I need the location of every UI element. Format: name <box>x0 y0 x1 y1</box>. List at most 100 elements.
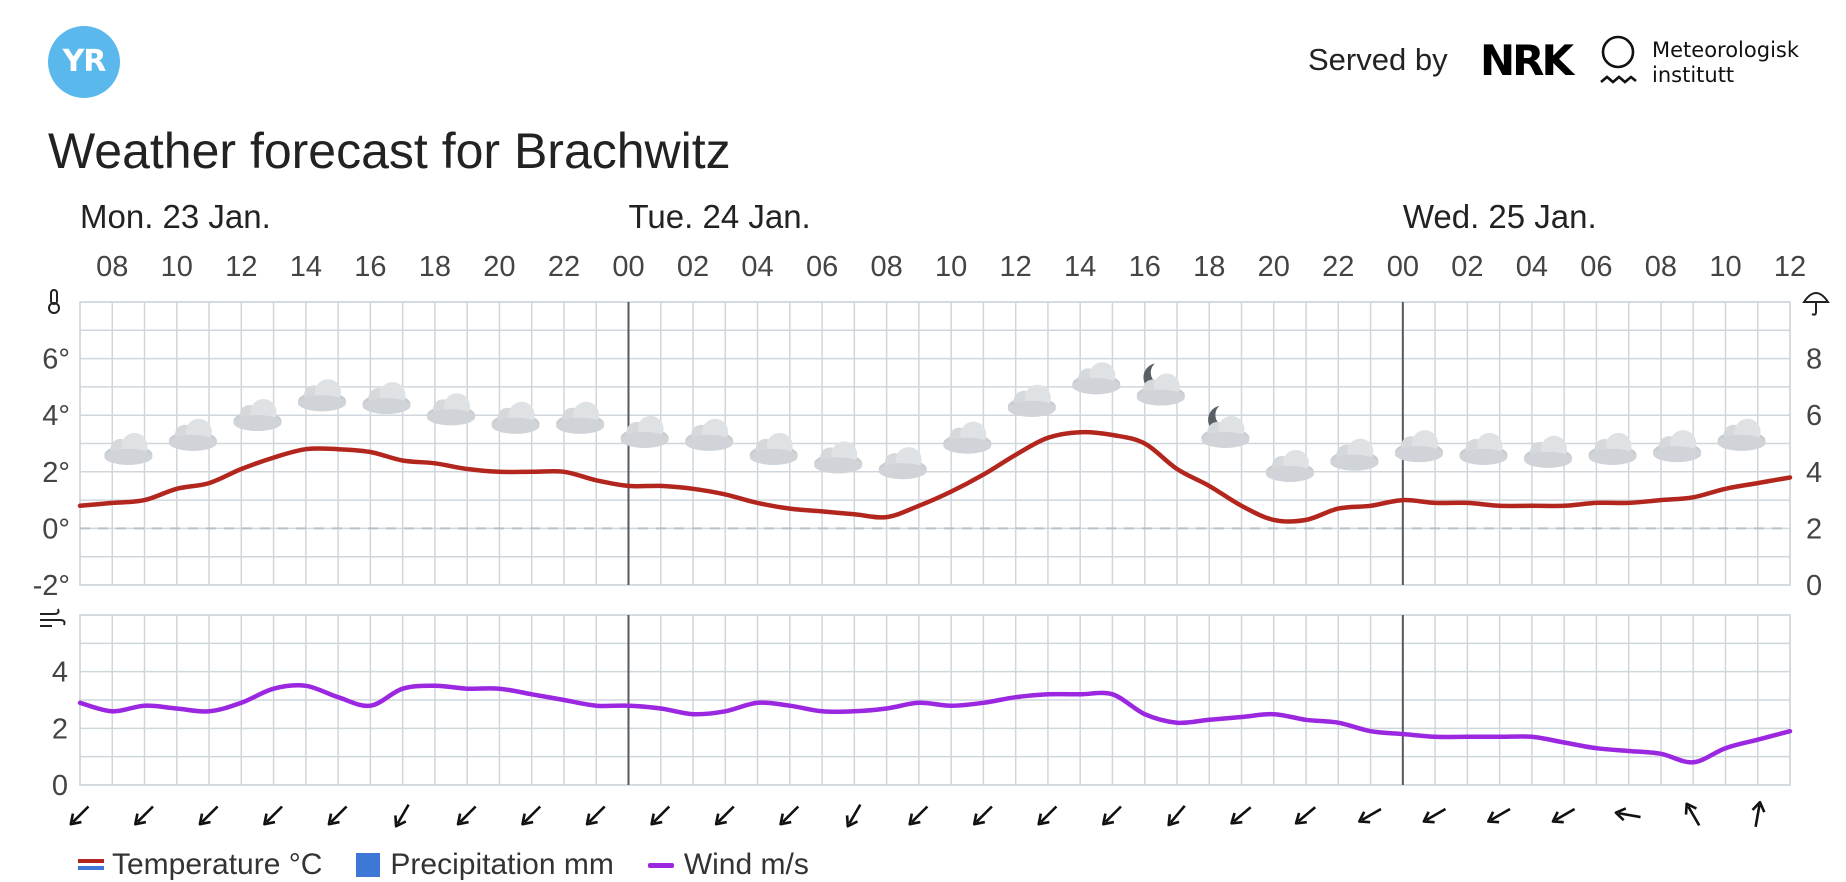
wind-direction-arrow-icon <box>1099 802 1125 828</box>
wind-direction-arrow-icon <box>1034 802 1060 828</box>
arrow-shaft <box>137 807 153 823</box>
arrow-shaft <box>1105 807 1121 823</box>
x-tick-label: 08 <box>1645 251 1677 283</box>
cloud-shape <box>492 418 540 434</box>
wind-direction-arrow-icon <box>1421 804 1449 827</box>
wind-direction-arrow-icon <box>905 802 931 828</box>
wind-direction-arrow-icon <box>1750 801 1766 828</box>
legend-wind[interactable]: Wind m/s <box>648 848 809 882</box>
day-label: Mon. 23 Jan. <box>80 198 271 235</box>
x-tick-label: 12 <box>1000 251 1032 283</box>
x-tick-label: 14 <box>1064 251 1096 283</box>
thermometer-icon <box>49 290 59 313</box>
cloud-shape <box>1589 449 1637 465</box>
y-tick-label-precipitation: 8 <box>1806 344 1822 376</box>
x-tick-label: 18 <box>1193 251 1225 283</box>
umbrella-handle <box>1812 302 1816 315</box>
wind-direction-arrow-icon <box>1356 804 1384 827</box>
legend-wind-label: Wind m/s <box>684 848 809 882</box>
x-tick-label: 04 <box>1516 251 1548 283</box>
cloud-shape <box>1266 466 1314 482</box>
arrow-shaft <box>1688 806 1699 825</box>
arrow-shaft <box>525 807 541 823</box>
arrow-shaft <box>912 807 928 823</box>
wind-series-line <box>80 685 1790 762</box>
arrow-shaft <box>202 807 218 823</box>
legend-temperature-swatch <box>78 859 104 871</box>
arrow-shaft <box>1298 807 1315 821</box>
chart-legend: Temperature °C Precipitation mm Wind m/s <box>78 848 843 882</box>
x-tick-label: 16 <box>1129 251 1161 283</box>
legend-precipitation[interactable]: Precipitation mm <box>356 848 613 882</box>
x-tick-label: 12 <box>225 251 257 283</box>
cloud-shape <box>621 432 669 448</box>
y-tick-label-precipitation: 4 <box>1806 457 1822 489</box>
arrow-shaft <box>1171 806 1185 823</box>
cloud-shape <box>556 418 604 434</box>
x-tick-label: 10 <box>935 251 967 283</box>
cloud-shape <box>943 438 991 454</box>
arrow-shaft <box>73 807 89 823</box>
legend-temperature[interactable]: Temperature °C <box>78 848 322 882</box>
umbrella-canopy <box>1804 293 1828 302</box>
arrow-shaft <box>1491 809 1510 820</box>
wind-direction-arrow-icon <box>131 802 157 828</box>
wind-direction-arrow-icon <box>970 802 996 828</box>
arrow-shaft <box>460 807 476 823</box>
arrow-shaft <box>267 807 283 823</box>
arrow-shaft <box>331 807 347 823</box>
arrow-shaft <box>783 807 799 823</box>
arrow-shaft <box>398 805 409 824</box>
legend-wind-swatch <box>648 863 674 868</box>
y-tick-label-temperature: 2° <box>42 457 70 489</box>
y-tick-label-wind: 0 <box>52 770 68 802</box>
x-tick-label: 14 <box>290 251 322 283</box>
arrow-shaft <box>1362 809 1381 820</box>
arrow-shaft <box>1756 805 1760 827</box>
wind-direction-arrow-icon <box>1292 803 1319 828</box>
cloud-shape <box>1072 378 1120 394</box>
temperature-grid <box>80 302 1790 585</box>
x-tick-label: 12 <box>1774 251 1806 283</box>
cloud-shape <box>750 449 798 465</box>
x-tick-label: 18 <box>419 251 451 283</box>
legend-precipitation-label: Precipitation mm <box>390 848 613 882</box>
day-label: Tue. 24 Jan. <box>628 198 810 235</box>
cloud-shape <box>685 435 733 451</box>
arrow-shaft <box>849 805 860 824</box>
wind-direction-arrow-icon <box>1485 804 1513 827</box>
y-tick-label-wind: 2 <box>52 713 68 745</box>
thermometer-stem <box>51 290 57 304</box>
cloud-shape <box>879 463 927 479</box>
wind-direction-arrow-icon <box>196 802 222 828</box>
x-tick-label: 02 <box>677 251 709 283</box>
legend-precipitation-swatch <box>356 853 380 877</box>
y-tick-label-precipitation: 6 <box>1806 400 1822 432</box>
arrow-shaft <box>589 807 605 823</box>
wind-icon <box>40 609 65 626</box>
cloud-shape <box>814 457 862 473</box>
wind-grid <box>80 615 1790 785</box>
wind-direction-arrow-icon <box>1164 802 1189 829</box>
wind-direction-arrow-icon <box>647 802 673 828</box>
arrow-shaft <box>654 807 670 823</box>
wind-direction-arrow-icon <box>518 802 544 828</box>
x-tick-label: 20 <box>1258 251 1290 283</box>
wind-direction-arrow-icon <box>325 802 351 828</box>
wind-direction-arrow-icon <box>454 802 480 828</box>
cloud-shape <box>234 415 282 431</box>
y-tick-label-temperature: 0° <box>42 513 70 545</box>
wind-direction-arrow-icon <box>1682 801 1705 829</box>
x-tick-label: 22 <box>548 251 580 283</box>
y-tick-label-wind: 4 <box>52 657 68 689</box>
arrow-shaft <box>1234 807 1251 821</box>
cloud-shape <box>1460 449 1508 465</box>
arrow-shaft <box>976 807 992 823</box>
umbrella-icon <box>1804 293 1828 315</box>
x-tick-label: 20 <box>483 251 515 283</box>
wind-direction-arrow-icon <box>583 802 609 828</box>
arrow-shaft <box>1556 809 1575 820</box>
x-tick-label: 10 <box>1709 251 1741 283</box>
legend-temperature-label: Temperature °C <box>112 848 322 882</box>
